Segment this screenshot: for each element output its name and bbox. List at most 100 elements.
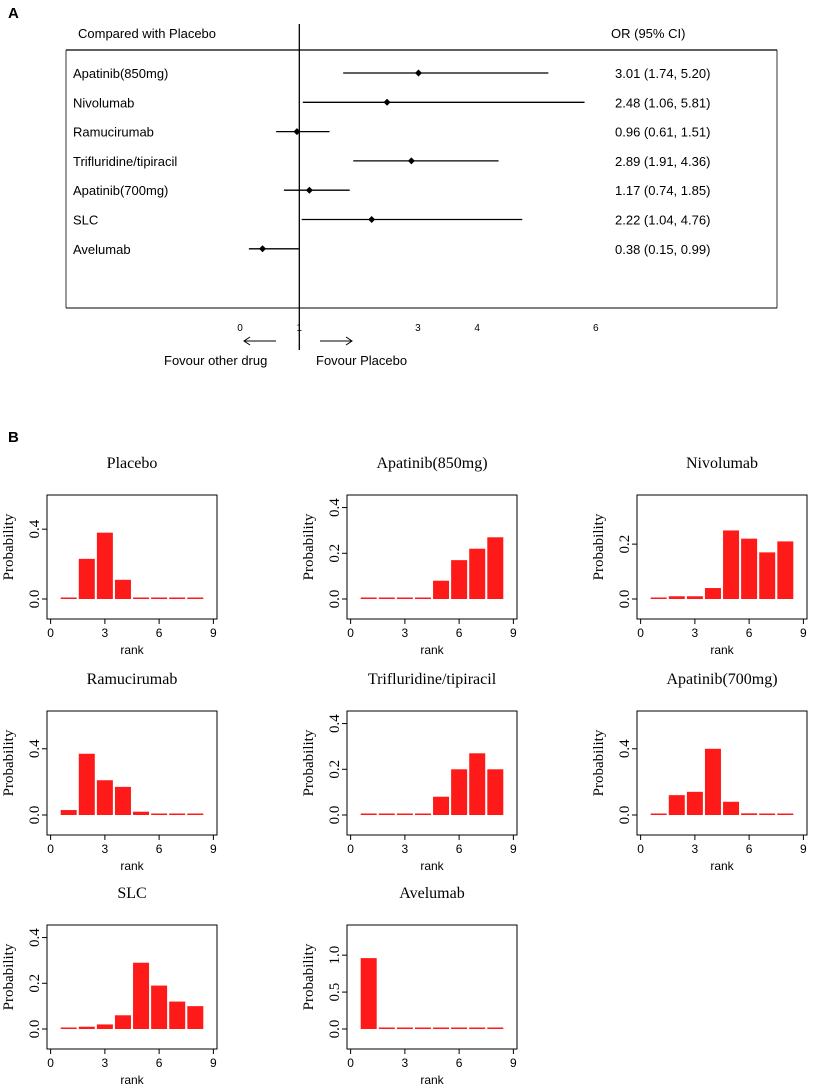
rankogram-x-tick-label: 3 [692, 842, 699, 856]
rankogram-bar [414, 813, 431, 815]
rankogram-title: Avelumab [399, 885, 464, 902]
forest-point-estimate [368, 216, 376, 223]
forest-row-value: 0.96 (0.61, 1.51) [615, 125, 710, 140]
rankogram-x-label: rank [120, 1073, 144, 1087]
rankogram-panel: Placebo 0 3 6 9 rank 0.0 0.4 Probability [1, 455, 218, 657]
rankogram-bar [114, 579, 131, 599]
rankogram-y-tick-label: 0.4 [617, 739, 633, 758]
forest-row: Avelumab 0.38 (0.15, 0.99) [73, 242, 710, 257]
forest-row-value: 0.38 (0.15, 0.99) [615, 242, 710, 257]
panel-b-label: B [8, 429, 19, 446]
rankogram-y-tick-label: 1.0 [327, 946, 343, 965]
rankogram-y-tick-label: 0.2 [327, 544, 343, 563]
forest-row-value: 2.89 (1.91, 4.36) [615, 154, 710, 169]
arrow-right-head-icon [345, 336, 353, 346]
rankogram-panel: Trifluridine/tipiracil 0 3 6 9 rank 0.0 0.2 0.4 P… [301, 671, 518, 873]
rankogram-x-tick-label: 6 [456, 1056, 463, 1070]
rankogram-bar [469, 548, 486, 599]
rankogram-x-tick-label: 9 [210, 1056, 217, 1070]
rankogram-bar [759, 552, 776, 599]
rankogram-y-tick-label: 0.0 [27, 590, 43, 609]
forest-row-value: 3.01 (1.74, 5.20) [615, 66, 710, 81]
rankogram-y-tick-label: 0.4 [327, 714, 343, 733]
forest-point-estimate [259, 245, 267, 253]
forest-row: Trifluridine/tipiracil 2.89 (1.91, 4.36) [73, 154, 710, 169]
rankogram-bar [777, 541, 794, 599]
rankogram-bar [78, 753, 95, 815]
rankogram-bar [396, 1027, 413, 1029]
rankogram-title: Ramucirumab [87, 671, 178, 688]
rankogram-title: Nivolumab [686, 455, 758, 472]
rankogram-bar [96, 780, 113, 815]
rankogram-bar [451, 769, 468, 815]
rankogram-bar [704, 588, 721, 599]
forest-row-label: Nivolumab [73, 95, 134, 110]
rankogram-x-tick-label: 0 [47, 626, 54, 640]
rankogram-x-tick-label: 0 [347, 1056, 354, 1070]
rankogram-bar [396, 813, 413, 815]
rankogram-bar [414, 597, 431, 599]
forest-row: Nivolumab 2.48 (1.06, 5.81) [73, 95, 710, 110]
rankogram-x-label: rank [710, 859, 734, 873]
rankogram-title: Apatinib(850mg) [376, 455, 487, 472]
rankogram-x-tick-label: 9 [210, 626, 217, 640]
rankogram-y-tick-label: 0.2 [27, 974, 43, 993]
rankogram-bar [151, 985, 168, 1029]
rankogram-x-tick-label: 0 [47, 842, 54, 856]
rankogram-bar [433, 580, 450, 599]
rankogram-bar [78, 558, 95, 599]
forest-row: Ramucirumab 0.96 (0.61, 1.51) [73, 125, 710, 140]
forest-tick-label: 0 [237, 323, 243, 334]
rankogram-x-tick-label: 6 [156, 842, 163, 856]
rankogram-bar [60, 597, 77, 599]
rankogram-bar [414, 1027, 431, 1029]
rankogram-y-tick-label: 0.0 [27, 1020, 43, 1039]
rankogram-x-label: rank [120, 643, 144, 657]
rankogram-bar [378, 813, 395, 815]
rankogram-bar [169, 597, 186, 599]
rankogram-bar [759, 813, 776, 815]
rankogram-bar [668, 795, 685, 815]
rankogram-panel: Apatinib(850mg) 0 3 6 9 rank 0.0 0.2 0.4 Probabil… [301, 455, 518, 657]
arrow-right-label: Fovour Placebo [316, 353, 407, 368]
forest-row-label: Trifluridine/tipiracil [73, 154, 177, 169]
rankogram-x-tick-label: 3 [692, 626, 699, 640]
rankogram-x-label: rank [420, 1073, 444, 1087]
rankogram-x-tick-label: 9 [510, 626, 517, 640]
rankogram-x-label: rank [710, 643, 734, 657]
rankogram-x-label: rank [420, 859, 444, 873]
rankogram-x-tick-label: 9 [210, 842, 217, 856]
forest-row-label: SLC [73, 213, 98, 228]
rankogram-x-tick-label: 3 [402, 842, 409, 856]
forest-point-estimate [383, 98, 391, 106]
rankogram-frame [46, 924, 218, 1050]
rankogram-y-label: Probability [1, 729, 17, 796]
forest-tick-label: 3 [415, 323, 421, 334]
rankogram-bar [741, 538, 758, 599]
rankogram-bar [187, 1006, 204, 1029]
rankogram-bar [487, 537, 504, 599]
rankogram-bar [60, 810, 77, 815]
rankogram-bar [133, 597, 150, 599]
rankogram-bar [433, 1027, 450, 1029]
rankogram-bar [650, 597, 667, 599]
rankogram-y-label: Probability [591, 729, 607, 796]
rankogram-frame [636, 710, 808, 836]
forest-row-value: 2.48 (1.06, 5.81) [615, 95, 710, 110]
rankogram-bar [686, 596, 703, 599]
rankogram-x-tick-label: 0 [47, 1056, 54, 1070]
forest-tick-label: 6 [593, 323, 599, 334]
forest-row: Apatinib(850mg) 3.01 (1.74, 5.20) [73, 66, 710, 81]
rankogram-x-tick-label: 6 [746, 626, 753, 640]
rankogram-bar [396, 597, 413, 599]
rankogram-bar [451, 560, 468, 599]
rankogram-x-tick-label: 3 [102, 626, 109, 640]
rankogram-bar [378, 1027, 395, 1029]
rankogram-x-tick-label: 9 [800, 842, 807, 856]
rankogram-bar [668, 596, 685, 599]
rankogram-y-label: Probability [301, 729, 317, 796]
forest-point-estimate [407, 157, 415, 165]
forest-row-label: Apatinib(850mg) [73, 66, 168, 81]
rankogram-x-tick-label: 9 [800, 626, 807, 640]
